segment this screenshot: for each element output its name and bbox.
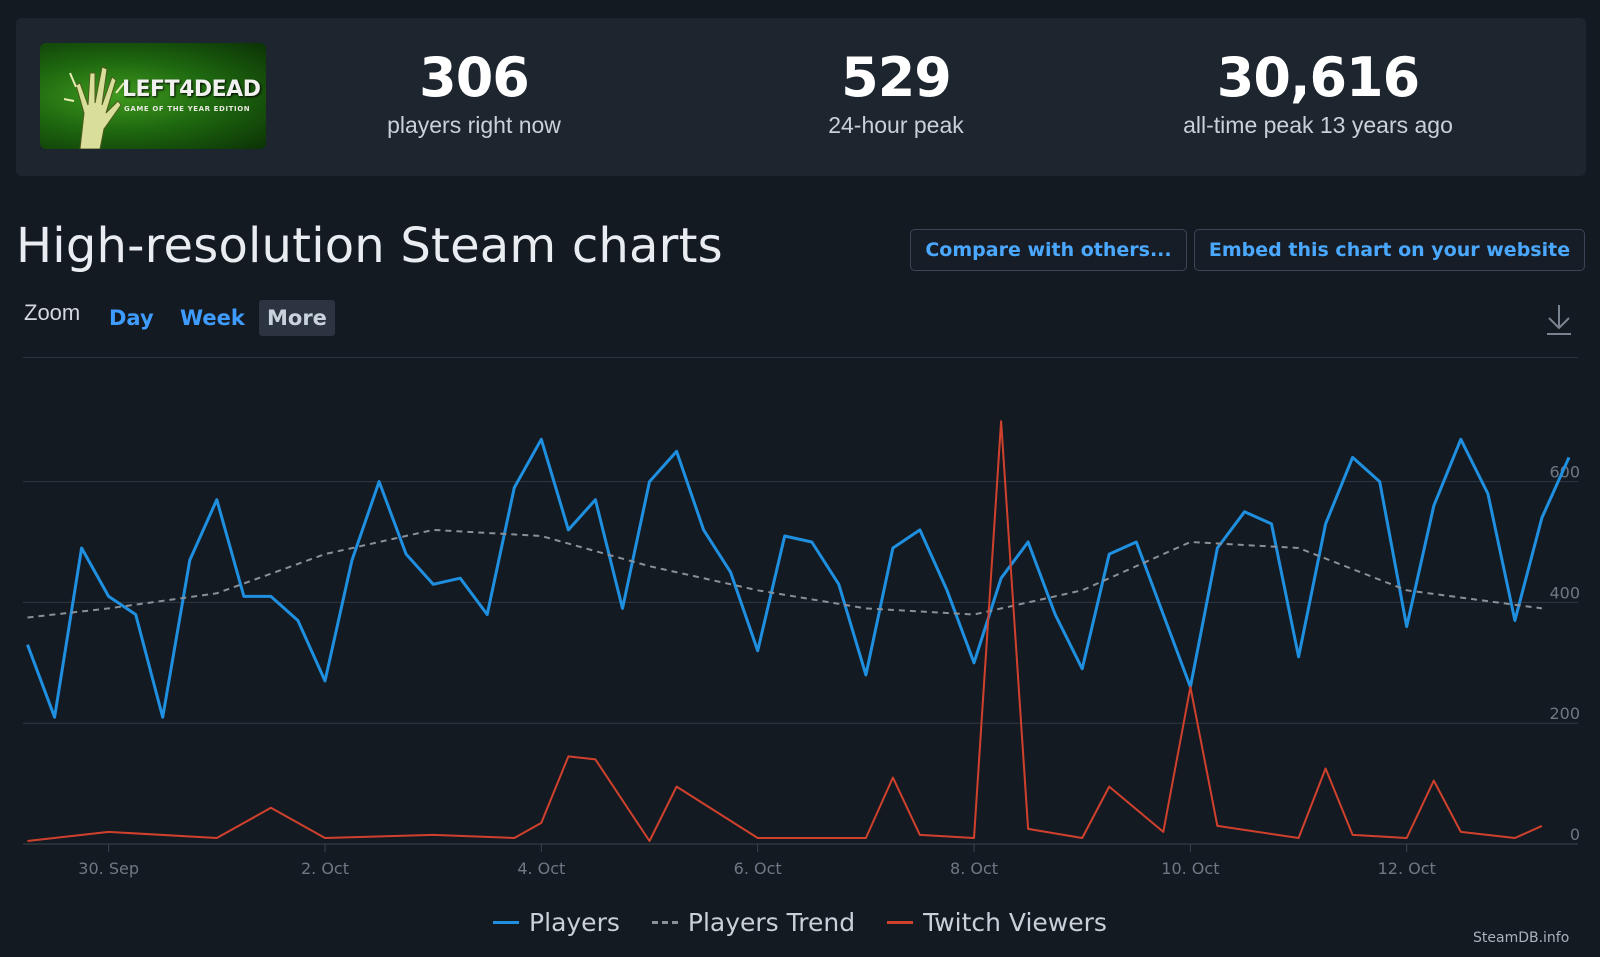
chart-legend: Players Players Trend Twitch Viewers — [0, 908, 1600, 937]
zoom-week-button[interactable]: Week — [180, 306, 245, 330]
current-players-value: 306 — [419, 46, 530, 109]
y-tick-label-600: 600 — [1549, 463, 1580, 482]
y-tick-label-200: 200 — [1549, 704, 1580, 723]
x-tick-label-1: 2. Oct — [301, 859, 349, 878]
alltime-peak-value: 30,616 — [1216, 46, 1420, 109]
legend-players-trend[interactable]: Players Trend — [651, 908, 856, 937]
zoom-label: Zoom — [24, 300, 81, 325]
alltime-peak-label: all-time peak 13 years ago — [1183, 112, 1453, 138]
compare-button[interactable]: Compare with others... — [910, 229, 1187, 271]
zombie-hand-icon — [63, 66, 125, 149]
game-logo[interactable]: LEFT4DEAD GAME OF THE YEAR EDITION — [40, 43, 266, 149]
zoom-day-button[interactable]: Day — [109, 306, 154, 330]
game-logo-subtext: GAME OF THE YEAR EDITION — [124, 105, 251, 113]
x-tick-label-5: 10. Oct — [1161, 859, 1219, 878]
players-trend-line — [27, 528, 1543, 619]
x-tick-label-4: 8. Oct — [950, 859, 998, 878]
day-peak-stat: 529 24-hour peak — [716, 46, 1076, 139]
embed-chart-button[interactable]: Embed this chart on your website — [1194, 229, 1585, 271]
legend-trend-label: Players Trend — [687, 908, 856, 937]
twitch-swatch — [887, 921, 914, 924]
legend-twitch-label: Twitch Viewers — [923, 908, 1107, 937]
x-tick-label-6: 12. Oct — [1378, 859, 1436, 878]
legend-players-label: Players — [529, 908, 620, 937]
player-count-chart: 0 200 400 600 30. Sep 2. Oct 4. Oct 6. Oct 8. Oc… — [23, 420, 1580, 878]
stats-header: LEFT4DEAD GAME OF THE YEAR EDITION 306 p… — [16, 18, 1586, 176]
day-peak-value: 529 — [841, 46, 952, 109]
game-logo-text: LEFT4DEAD — [122, 77, 261, 102]
credit-text: SteamDB.info — [1473, 930, 1570, 946]
y-tick-label-400: 400 — [1549, 583, 1580, 602]
current-players-label: players right now — [387, 112, 561, 138]
legend-twitch-viewers[interactable]: Twitch Viewers — [887, 908, 1107, 937]
x-tick-label-3: 6. Oct — [734, 859, 782, 878]
alltime-peak-stat: 30,616 all-time peak 13 years ago — [1138, 46, 1498, 139]
chart-top-divider — [23, 357, 1578, 358]
trend-swatch — [651, 921, 678, 924]
y-tick-label-0: 0 — [1570, 825, 1580, 844]
day-peak-label: 24-hour peak — [828, 112, 964, 138]
legend-players[interactable]: Players — [493, 908, 620, 937]
x-tick-label-0: 30. Sep — [78, 859, 139, 878]
players-line — [26, 437, 1571, 719]
page-title: High-resolution Steam charts — [16, 218, 723, 274]
x-tick-label-2: 4. Oct — [517, 859, 565, 878]
current-players-stat: 306 players right now — [294, 46, 654, 139]
twitch-viewers-line — [27, 420, 1543, 842]
players-swatch — [493, 921, 520, 924]
download-icon[interactable] — [1545, 303, 1573, 337]
zoom-more-button[interactable]: More — [259, 300, 335, 336]
